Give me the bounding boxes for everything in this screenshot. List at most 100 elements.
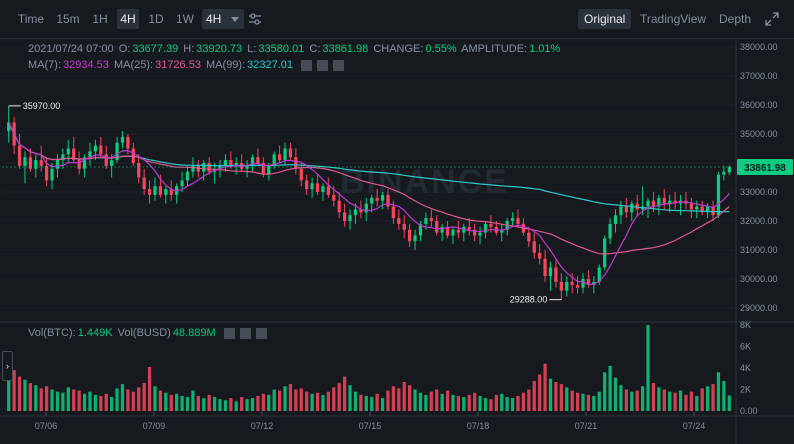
volume-bar [375, 393, 379, 411]
volume-bar [657, 387, 661, 411]
volume-bar [494, 394, 498, 411]
candle-body [191, 165, 195, 172]
volume-bar [88, 391, 92, 411]
volume-bar [716, 372, 721, 411]
sliders-icon[interactable] [248, 12, 262, 26]
time-tick-label: 07/09 [143, 421, 166, 431]
candle-body [510, 218, 515, 221]
volume-bar [570, 390, 574, 411]
vol-settings-icon[interactable] [239, 327, 251, 339]
view-depth[interactable]: Depth [719, 12, 752, 26]
view-original[interactable]: Original [578, 9, 632, 29]
view-tradingview[interactable]: TradingView [640, 12, 707, 26]
volume-bar [445, 390, 450, 411]
candle-body [429, 218, 433, 221]
interval-1d[interactable]: 1D [148, 12, 164, 26]
open-value: 33677.39 [132, 43, 179, 55]
ma7-line [8, 122, 730, 285]
volume-bar [640, 386, 645, 411]
interval-15m[interactable]: 15m [56, 12, 80, 26]
volume-bar [7, 365, 11, 411]
close-value: 33861.98 [322, 43, 369, 55]
expand-side-panel-icon[interactable]: › [2, 351, 13, 381]
candle-body [66, 148, 70, 155]
volume-bar [489, 399, 493, 411]
candle-body [164, 189, 168, 195]
candle-body [61, 154, 65, 161]
candle-body [456, 229, 461, 233]
candle-body [575, 284, 580, 288]
ma-close-icon[interactable] [333, 59, 345, 71]
expand-icon[interactable] [765, 12, 779, 26]
candle-body [28, 157, 33, 169]
volume-tick-label: 8K [740, 320, 751, 330]
ohlc-date: 2021/07/24 07:00 [28, 43, 114, 55]
high-marker-label: 35970.00 [23, 101, 61, 111]
vol-hide-icon[interactable] [223, 327, 235, 339]
volume-bar [45, 386, 49, 411]
volume-bar [353, 391, 358, 411]
volume-bar [17, 376, 22, 411]
candle-body [45, 165, 49, 181]
candle-body [597, 267, 601, 282]
candle-body [386, 194, 390, 207]
candle-body [624, 206, 628, 213]
volume-bar [689, 391, 693, 411]
interval-4h[interactable]: 4H [117, 9, 139, 29]
volume-bar [332, 387, 336, 411]
volume-bar [391, 386, 396, 411]
candle-body [34, 160, 38, 169]
low-label: L: [247, 43, 257, 55]
candle-body [104, 154, 108, 166]
volume-bar [93, 394, 98, 411]
ohlc-legend: 2021/07/24 07:00 O: 33677.39 H: 33920.73 L… [28, 41, 562, 57]
volume-bar [326, 391, 330, 411]
candle-body [77, 160, 81, 169]
candle-body [310, 183, 314, 190]
candle-body [391, 206, 396, 219]
price-tick-label: 36000.00 [740, 100, 778, 110]
volume-bar [55, 391, 60, 411]
volume-bar [110, 397, 114, 411]
candle-body [619, 206, 623, 216]
candle-body [532, 241, 536, 253]
candle-body [147, 189, 152, 195]
interval-dropdown[interactable]: 4H [202, 9, 244, 29]
volume-bar [294, 389, 298, 411]
ma7-value: 32934.53 [63, 59, 109, 71]
volume-tick-label: 2K [740, 385, 751, 395]
candle-body [711, 206, 715, 216]
candle-body [272, 154, 276, 166]
volume-bar [418, 392, 423, 411]
interval-time[interactable]: Time [17, 12, 45, 26]
candlestick-chart[interactable]: 38000.0037000.0036000.0035000.0034000.00… [0, 38, 794, 444]
vol-busd-label: Vol(BUSD) [117, 327, 171, 339]
volume-bar [82, 393, 87, 411]
candle-body [250, 157, 255, 166]
volume-bar [559, 384, 563, 411]
candle-body [467, 226, 471, 230]
volume-bar [50, 389, 54, 411]
volume-bar [527, 389, 531, 411]
candle-body [364, 203, 368, 213]
change-value: 0.55% [425, 43, 457, 55]
candle-body [673, 200, 677, 204]
vol-close-icon[interactable] [255, 327, 267, 339]
candle-body [115, 142, 119, 161]
interval-1w[interactable]: 1W [176, 12, 194, 26]
ma-settings-icon[interactable] [317, 59, 329, 71]
ma-hide-icon[interactable] [301, 59, 313, 71]
volume-bar [283, 386, 287, 411]
volume-bar [727, 395, 731, 411]
volume-bar [142, 383, 146, 411]
candle-body [538, 252, 542, 259]
candle-body [370, 197, 374, 204]
candle-body [559, 281, 563, 291]
interval-1h[interactable]: 1H [92, 12, 108, 26]
volume-bar [277, 390, 282, 411]
volume-bar [77, 390, 81, 411]
candle-body [473, 229, 477, 236]
candle-body [99, 145, 103, 155]
time-tick-label: 07/24 [683, 421, 706, 431]
candle-body [93, 145, 98, 152]
